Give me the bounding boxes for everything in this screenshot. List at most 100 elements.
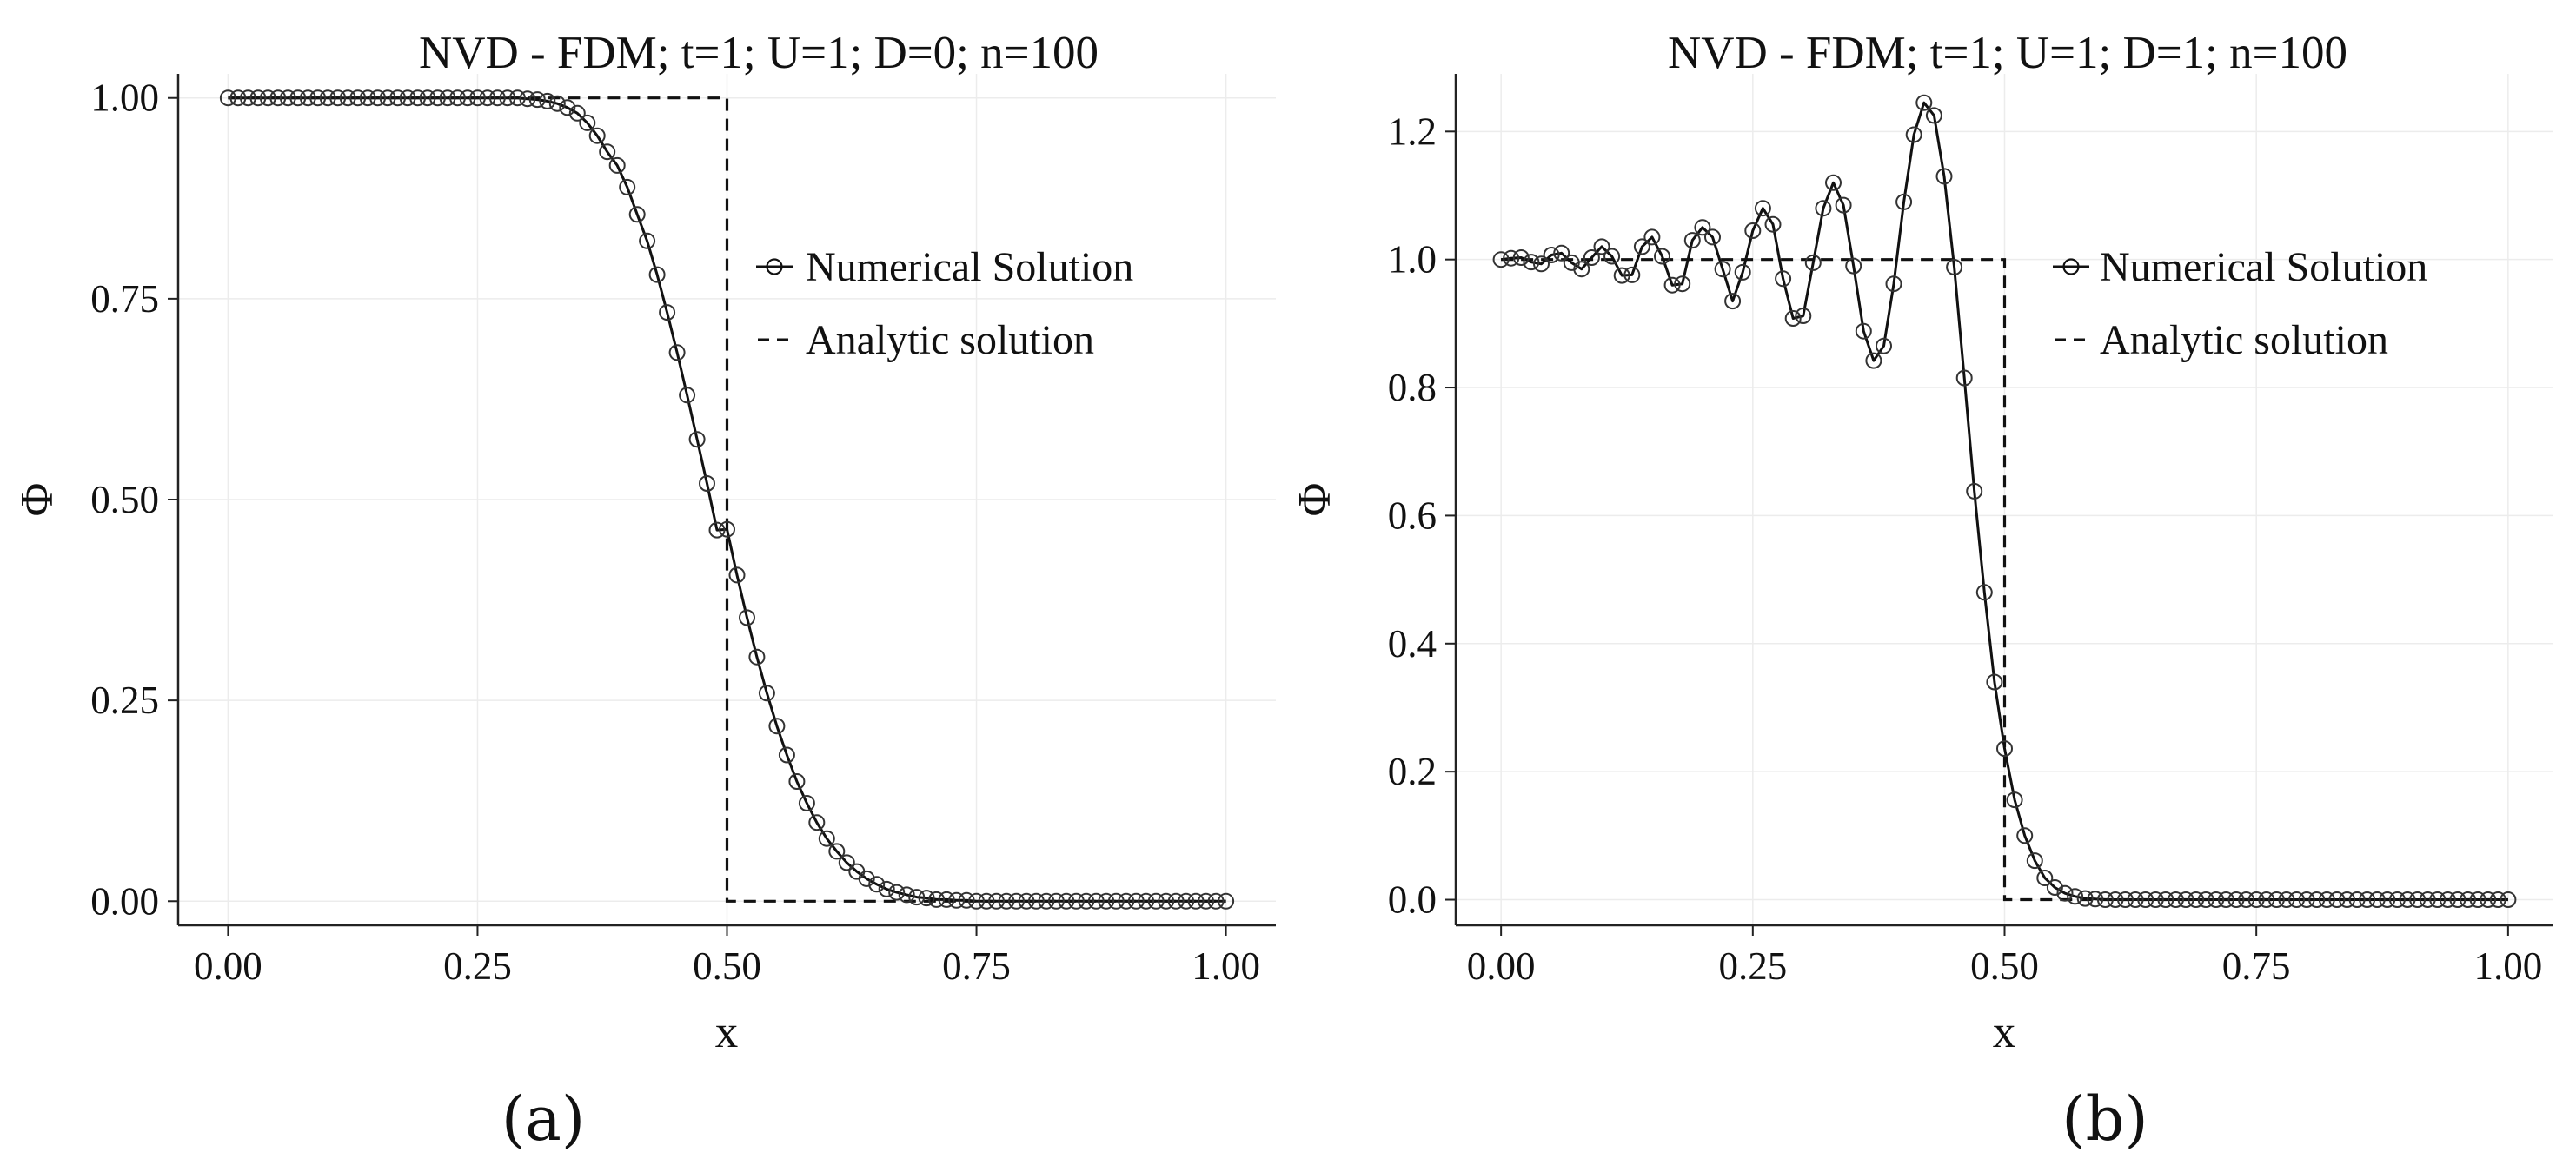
y-tick-label: 1.0	[1388, 238, 1437, 281]
numerical-data-point	[269, 89, 287, 107]
numerical-data-point	[2046, 879, 2063, 896]
numerical-data-point	[2137, 891, 2154, 908]
numerical-data-point	[858, 870, 875, 887]
numerical-data-point	[2339, 891, 2355, 908]
numerical-data-point	[748, 648, 766, 666]
numerical-data-point	[2267, 891, 2285, 908]
numerical-data-point	[1067, 892, 1085, 910]
numerical-data-point	[2147, 891, 2164, 908]
series-group	[1492, 94, 2517, 908]
numerical-data-point	[1905, 126, 1922, 143]
numerical-data-point	[2348, 891, 2366, 908]
numerical-data-point	[659, 304, 676, 321]
numerical-data-point	[299, 89, 316, 107]
numerical-data-point	[1855, 322, 1872, 340]
numerical-data-point	[2006, 791, 2023, 809]
numerical-data-point	[1543, 247, 1560, 263]
numerical-data-point	[1784, 310, 1802, 327]
numerical-data-point	[259, 89, 276, 107]
numerical-data-point	[1178, 892, 1195, 910]
numerical-data-point	[2328, 891, 2346, 908]
numerical-data-point	[2460, 891, 2476, 908]
y-tick-label: 0.00	[90, 879, 159, 923]
numerical-data-point	[1523, 254, 1540, 271]
x-tick-label: 0.00	[194, 944, 262, 988]
numerical-data-point	[2227, 891, 2245, 908]
numerical-data-point	[1825, 174, 1842, 191]
numerical-data-point	[2056, 884, 2074, 902]
numerical-data-point	[1047, 892, 1065, 910]
numerical-data-point	[1683, 232, 1701, 249]
numerical-data-point	[948, 891, 966, 909]
numerical-data-point	[1613, 267, 1630, 284]
numerical-data-point	[2087, 891, 2104, 908]
numerical-data-point	[1503, 249, 1520, 267]
y-axis-label: Φ	[12, 483, 63, 517]
numerical-data-point	[349, 89, 367, 107]
legend-label-numerical: Numerical Solution	[806, 244, 1133, 290]
analytic-solution-line	[1501, 258, 2508, 902]
y-tick-label: 1.00	[90, 76, 159, 120]
numerical-data-point	[1127, 892, 1145, 910]
panel-label-a: (a)	[501, 1083, 585, 1155]
numerical-data-point	[419, 89, 436, 107]
axis-ticks: 0.00 0.25 0.50 0.75 1.00 0.0 0.2 0.4 0.6 0.8 1.0 1.…	[1388, 109, 2542, 988]
numerical-data-point	[2359, 891, 2376, 908]
numerical-data-point	[1674, 275, 1691, 293]
numerical-data-point	[1018, 892, 1035, 910]
numerical-data-point	[888, 884, 906, 901]
numerical-data-point	[1915, 94, 1933, 111]
numerical-data-point	[2288, 891, 2305, 908]
numerical-data-point	[1663, 276, 1681, 294]
numerical-data-point	[369, 89, 387, 107]
y-tick-label: 0.4	[1388, 622, 1437, 666]
x-tick-label: 1.00	[2473, 944, 2542, 988]
numerical-data-point	[2076, 890, 2094, 907]
numerical-data-point	[778, 746, 795, 764]
numerical-data-point	[1138, 892, 1155, 910]
numerical-data-point	[2388, 891, 2406, 908]
numerical-data-point	[878, 880, 895, 897]
x-tick-label: 0.25	[1718, 944, 1787, 988]
axis-ticks: 0.00 0.25 0.50 0.75 1.00 0.00 0.25 0.50 0.75 1.00	[90, 76, 1260, 988]
y-tick-label: 0.50	[90, 478, 159, 521]
numerical-data-point	[2368, 891, 2386, 908]
numerical-data-point	[1754, 200, 1771, 217]
numerical-data-point	[309, 89, 327, 107]
numerical-data-point	[279, 89, 296, 107]
numerical-data-point	[2500, 891, 2517, 908]
chart-title: NVD - FDM; t=1; U=1; D=1; n=100	[1668, 28, 2347, 78]
numerical-data-point	[568, 104, 586, 122]
y-tick-label: 0.6	[1388, 493, 1437, 537]
numerical-data-point	[1865, 352, 1882, 369]
numerical-data-point	[2208, 891, 2225, 908]
numerical-data-point	[998, 892, 1015, 910]
numerical-data-point	[1623, 266, 1641, 283]
numerical-data-point	[1885, 275, 1902, 293]
numerical-data-point	[2439, 891, 2456, 908]
numerical-data-point	[688, 431, 706, 448]
numerical-data-point	[1925, 107, 1942, 124]
numerical-data-point	[289, 89, 307, 107]
numerical-data-point	[409, 89, 427, 107]
numerical-data-point	[1996, 740, 2013, 758]
numerical-data-point	[1876, 337, 1892, 354]
y-axis-label: Φ	[1290, 483, 1340, 517]
numerical-data-point	[818, 830, 835, 847]
numerical-data-point	[329, 89, 347, 107]
numerical-data-point	[708, 521, 726, 539]
x-tick-label: 0.75	[2222, 944, 2291, 988]
numerical-data-point	[599, 143, 616, 161]
numerical-data-point	[389, 89, 407, 107]
numerical-data-point	[528, 91, 546, 109]
numerical-data-point	[758, 685, 775, 702]
numerical-data-point	[379, 89, 396, 107]
numerical-data-point	[2117, 891, 2134, 908]
numerical-data-point	[908, 889, 926, 906]
legend-circle-marker	[766, 258, 783, 275]
numerical-data-point	[1087, 892, 1105, 910]
legend: Numerical Solution Analytic solution	[2053, 244, 2427, 363]
numerical-data-point	[2177, 891, 2194, 908]
numerical-data-point	[868, 876, 886, 893]
